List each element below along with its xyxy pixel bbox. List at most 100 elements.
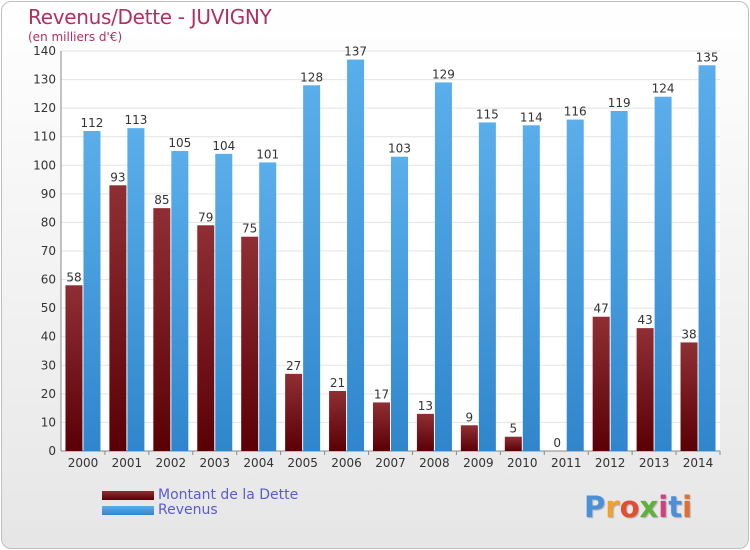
x-tick-label: 2000 xyxy=(68,456,99,470)
data-label-debt: 58 xyxy=(66,270,81,284)
data-label-revenue: 113 xyxy=(124,113,147,127)
bar-revenue xyxy=(434,82,452,451)
legend-swatch-debt xyxy=(102,491,154,500)
y-tick-label: 50 xyxy=(41,301,56,315)
logo-letter: r xyxy=(605,490,620,524)
y-tick-label: 0 xyxy=(48,444,56,458)
bar-revenue xyxy=(654,96,672,451)
bar-debt xyxy=(373,402,390,451)
legend-label-revenue: Revenus xyxy=(158,502,218,518)
chart-subtitle: (en milliers d'€) xyxy=(28,30,123,44)
chart-title: Revenus/Dette - JUVIGNY xyxy=(28,5,272,29)
data-label-debt: 9 xyxy=(466,410,474,424)
data-label-revenue: 101 xyxy=(256,147,279,161)
logo-letter: i xyxy=(658,490,669,524)
data-label-revenue: 119 xyxy=(608,96,631,110)
x-tick-label: 2001 xyxy=(112,456,143,470)
x-tick-label: 2007 xyxy=(375,456,406,470)
y-tick-label: 120 xyxy=(33,101,56,115)
bar-debt xyxy=(592,316,610,451)
bar-revenue xyxy=(259,162,277,451)
bar-revenue xyxy=(171,151,189,451)
y-tick-label: 70 xyxy=(41,244,56,258)
data-label-debt: 0 xyxy=(553,436,561,450)
bar-revenue xyxy=(347,59,365,451)
data-label-debt: 43 xyxy=(637,313,652,327)
logo-letter: t xyxy=(668,490,683,524)
data-label-revenue: 112 xyxy=(81,116,104,130)
x-tick-label: 2009 xyxy=(463,456,494,470)
y-tick-label: 130 xyxy=(33,73,56,87)
logo-letter: P xyxy=(584,490,606,524)
legend-label-debt: Montant de la Dette xyxy=(158,487,299,503)
data-label-debt: 13 xyxy=(418,399,433,413)
y-tick-label: 80 xyxy=(41,215,56,229)
x-tick-label: 2008 xyxy=(419,456,450,470)
bar-debt xyxy=(680,342,698,451)
y-tick-label: 110 xyxy=(33,130,56,144)
proxiti-logo: Proxiti xyxy=(584,490,692,524)
x-tick-label: 2010 xyxy=(507,456,538,470)
data-label-revenue: 105 xyxy=(168,136,191,150)
bar-debt xyxy=(636,328,654,451)
data-label-debt: 38 xyxy=(681,327,696,341)
y-tick-label: 100 xyxy=(33,158,56,172)
y-tick-label: 40 xyxy=(41,330,56,344)
data-label-revenue: 137 xyxy=(344,45,367,59)
y-tick-label: 30 xyxy=(41,358,56,372)
bar-revenue xyxy=(215,153,233,451)
bar-revenue xyxy=(391,156,408,451)
data-label-debt: 85 xyxy=(154,193,169,207)
data-label-debt: 93 xyxy=(110,170,125,184)
data-label-revenue: 104 xyxy=(212,139,235,153)
data-label-debt: 47 xyxy=(594,302,609,316)
y-tick-label: 90 xyxy=(41,187,56,201)
bar-revenue xyxy=(303,85,321,452)
bar-revenue xyxy=(83,131,101,451)
bar-debt xyxy=(416,413,434,451)
x-tick-label: 2012 xyxy=(595,456,626,470)
x-tick-label: 2014 xyxy=(683,456,714,470)
y-tick-label: 20 xyxy=(41,387,56,401)
x-tick-label: 2002 xyxy=(156,456,187,470)
data-label-debt: 79 xyxy=(198,210,213,224)
bar-debt xyxy=(329,391,347,451)
bar-debt xyxy=(285,373,303,451)
data-label-revenue: 103 xyxy=(388,142,411,156)
bar-debt xyxy=(153,208,171,451)
data-label-debt: 75 xyxy=(242,222,257,236)
bar-revenue xyxy=(522,125,540,452)
data-label-revenue: 135 xyxy=(696,50,719,64)
bar-debt xyxy=(241,236,259,451)
y-tick-label: 60 xyxy=(41,273,56,287)
y-tick-label: 10 xyxy=(41,415,56,429)
data-label-revenue: 124 xyxy=(652,82,675,96)
x-tick-label: 2006 xyxy=(331,456,362,470)
bar-debt xyxy=(460,425,478,451)
bar-debt xyxy=(109,185,127,452)
x-tick-label: 2013 xyxy=(639,456,670,470)
data-label-debt: 27 xyxy=(286,359,301,373)
bar-revenue xyxy=(610,111,628,451)
data-label-revenue: 128 xyxy=(300,70,323,84)
data-label-debt: 21 xyxy=(330,376,345,390)
logo-letter: o xyxy=(619,490,640,524)
data-label-revenue: 129 xyxy=(432,67,455,81)
x-tick-label: 2005 xyxy=(287,456,318,470)
legend-swatch-revenue xyxy=(102,506,154,515)
bar-debt xyxy=(65,285,83,451)
logo-letter: x xyxy=(639,490,659,524)
data-label-revenue: 116 xyxy=(564,105,587,119)
data-label-debt: 5 xyxy=(509,422,517,436)
bar-revenue xyxy=(698,65,716,452)
bar-revenue xyxy=(566,119,584,452)
data-label-revenue: 115 xyxy=(476,107,499,121)
bar-debt xyxy=(197,225,215,451)
bar-revenue xyxy=(127,128,145,451)
x-tick-label: 2003 xyxy=(199,456,230,470)
x-tick-label: 2004 xyxy=(243,456,274,470)
bar-revenue xyxy=(478,122,496,451)
y-tick-label: 140 xyxy=(33,44,56,58)
